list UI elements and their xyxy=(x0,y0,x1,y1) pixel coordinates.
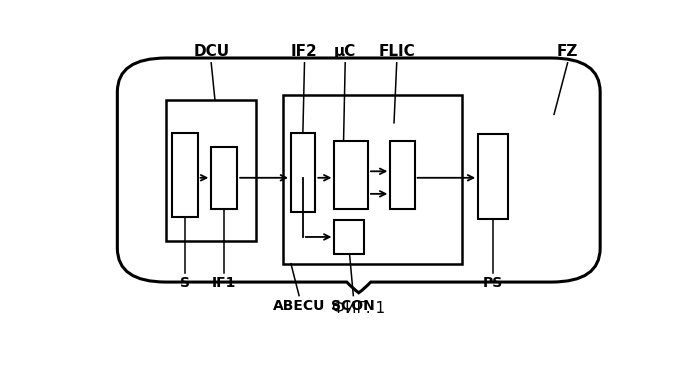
Text: ABECU: ABECU xyxy=(273,299,326,313)
Bar xyxy=(172,133,197,217)
Text: PS: PS xyxy=(482,276,503,291)
Text: SCON: SCON xyxy=(332,299,375,313)
Text: IF2: IF2 xyxy=(291,44,318,59)
Bar xyxy=(335,220,364,254)
Bar xyxy=(335,141,368,209)
Text: ФИГ. 1: ФИГ. 1 xyxy=(332,301,385,316)
Bar xyxy=(390,141,414,209)
Bar xyxy=(283,95,462,264)
PathPatch shape xyxy=(118,58,600,293)
Text: S: S xyxy=(180,276,190,291)
Text: DCU: DCU xyxy=(193,44,230,59)
Bar xyxy=(166,100,256,241)
Bar xyxy=(478,134,508,219)
Text: IF1: IF1 xyxy=(212,276,237,291)
Text: FZ: FZ xyxy=(557,44,578,59)
Text: μC: μC xyxy=(334,44,356,59)
Bar xyxy=(211,147,237,209)
Bar xyxy=(291,133,315,212)
Text: FLIC: FLIC xyxy=(378,44,415,59)
